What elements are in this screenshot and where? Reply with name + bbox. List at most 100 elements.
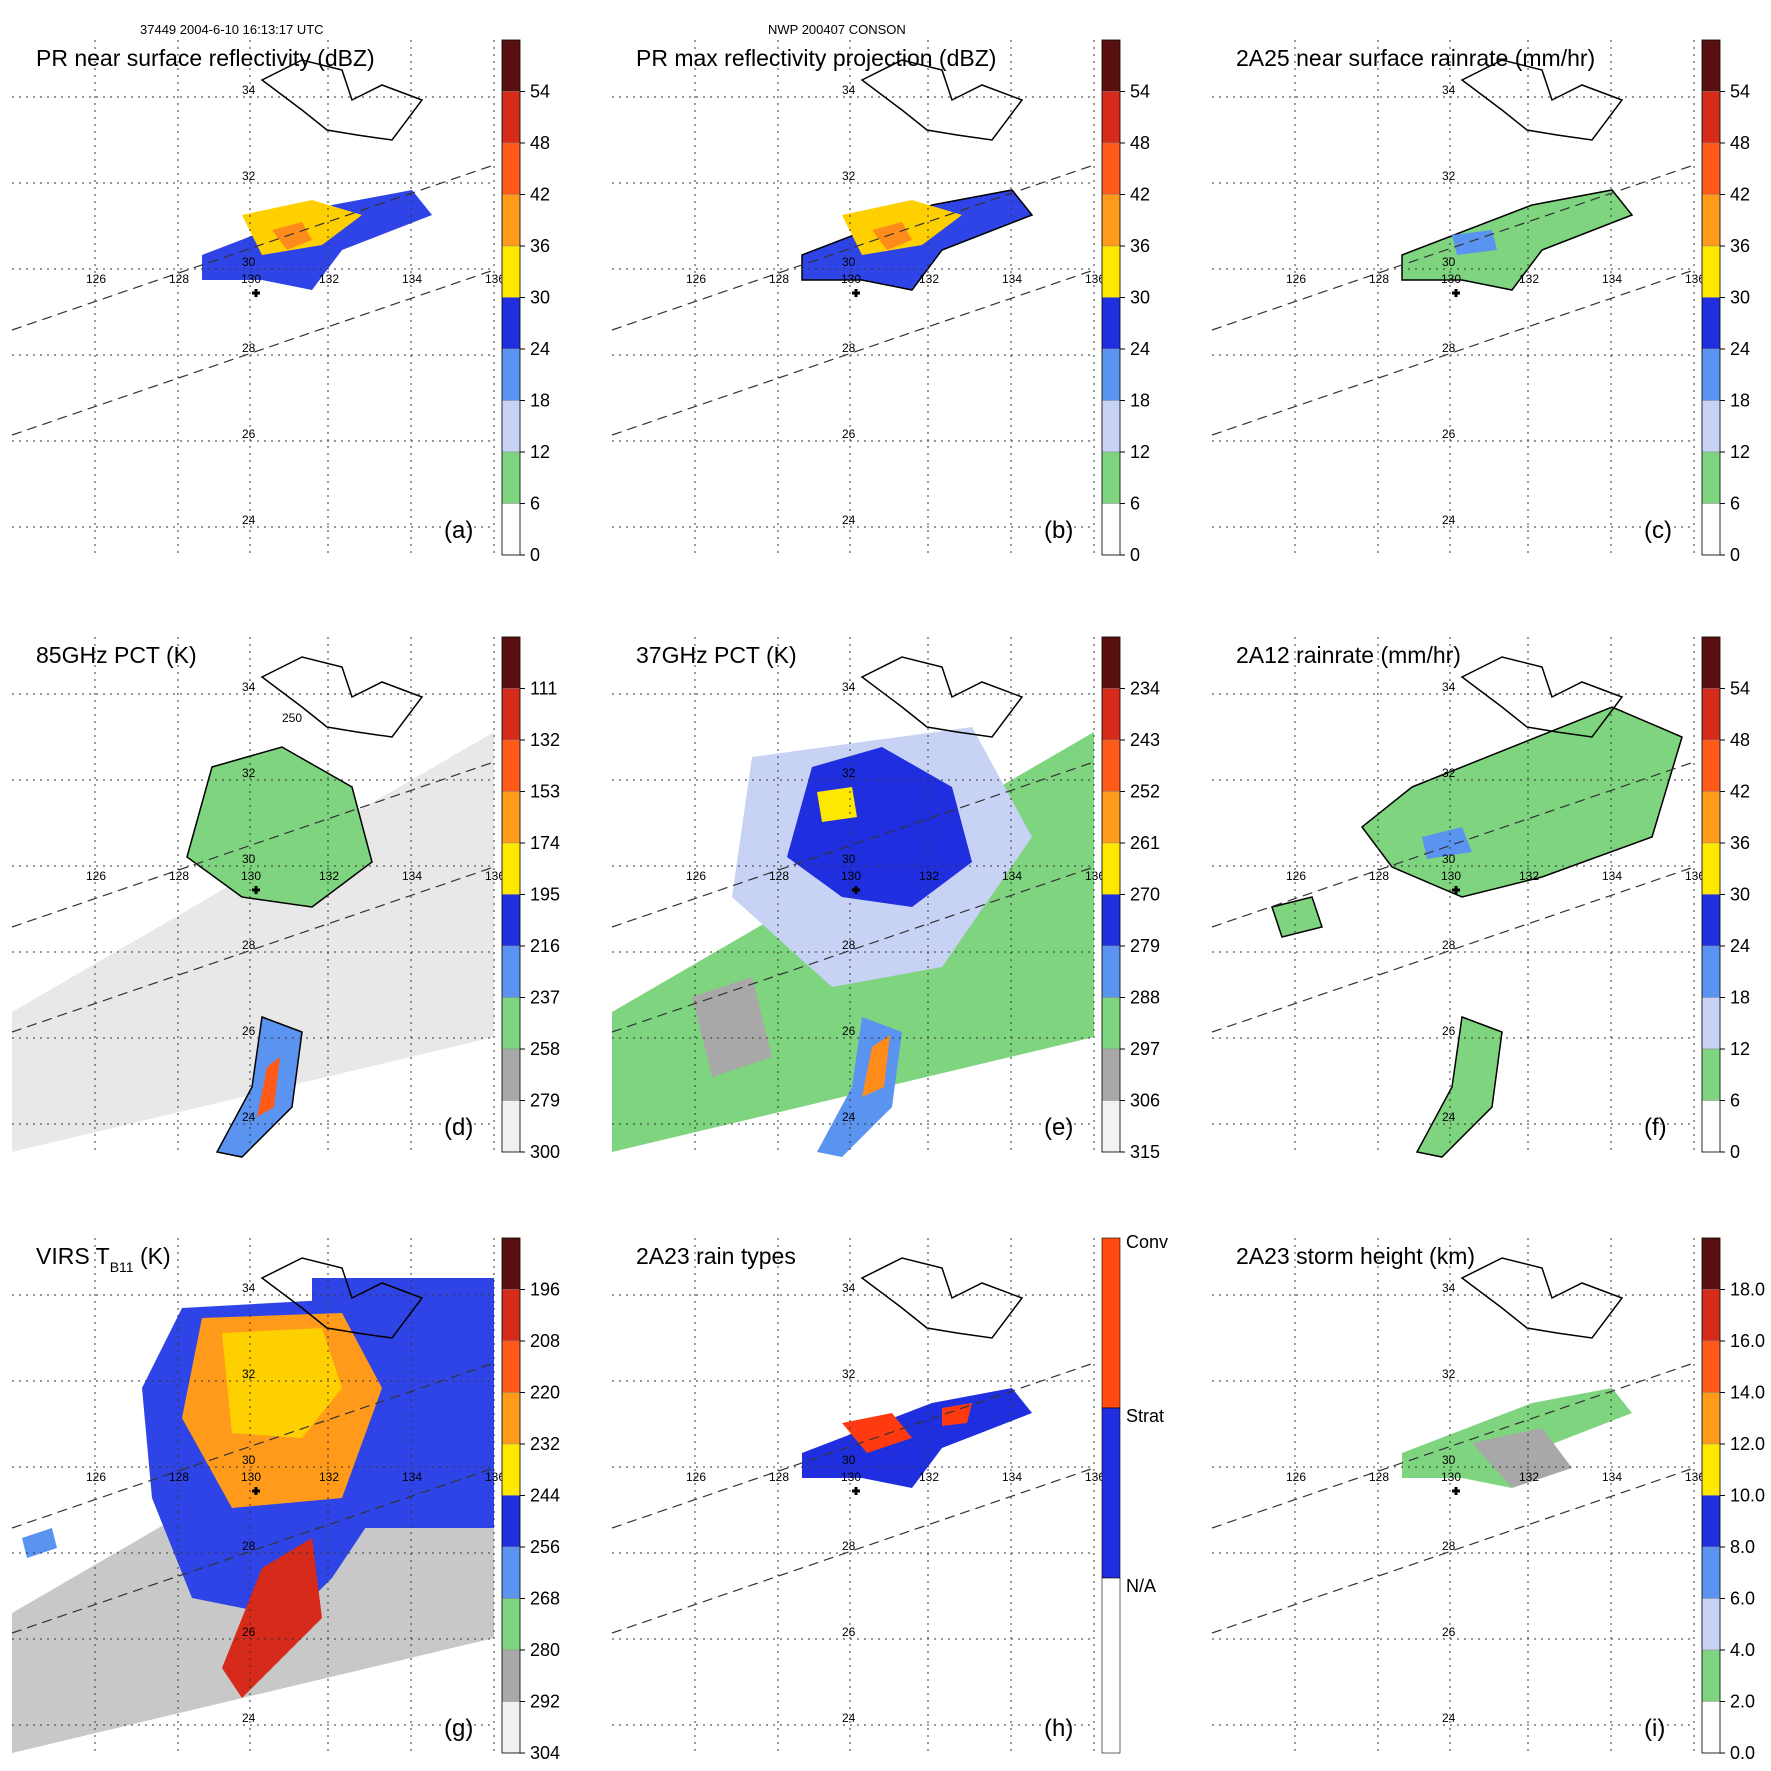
colorbar-block — [1701, 1237, 1721, 1290]
colorbar-tick-label: 174 — [530, 833, 560, 853]
lon-label: 132 — [1519, 1470, 1539, 1484]
colorbar-tick-label: 18 — [530, 391, 550, 411]
panel-title: 85GHz PCT (K) — [36, 642, 197, 668]
lat-label: 30 — [242, 255, 256, 269]
lat-label: 32 — [842, 1367, 856, 1381]
lat-label: 24 — [842, 1711, 856, 1725]
lat-label: 32 — [1442, 169, 1456, 183]
colorbar-tick-label: 12 — [1730, 1039, 1750, 1059]
colorbar-tick-label: 48 — [1130, 133, 1150, 153]
lon-label: 128 — [169, 272, 189, 286]
colorbar-tick-label: 16.0 — [1730, 1331, 1765, 1351]
swath-edge-d — [11, 866, 495, 1033]
lat-label: 34 — [842, 1281, 856, 1295]
colorbar-block — [1701, 297, 1721, 350]
storm-center-marker — [852, 1487, 860, 1495]
panel-title: 2A23 rain types — [636, 1243, 796, 1269]
panel-title: PR near surface reflectivity (dBZ) — [36, 45, 375, 71]
colorbar-block — [501, 636, 521, 689]
colorbar-block — [1701, 503, 1721, 556]
lon-label: 130 — [841, 272, 861, 286]
storm-center-marker — [252, 289, 260, 297]
colorbar-block — [501, 400, 521, 453]
lat-label: 34 — [242, 680, 256, 694]
colorbar-tick-label: 6 — [1730, 1091, 1740, 1111]
colorbar-block — [501, 1237, 521, 1290]
lat-label: 32 — [242, 1367, 256, 1381]
colorbar-i: 18.0 16.0 14.0 12.0 10.0 8.0 6.0 4.0 2.0 0.0 — [1701, 1237, 1765, 1763]
lon-label: 130 — [841, 1470, 861, 1484]
lat-label: 24 — [842, 1110, 856, 1124]
swath-edge-f — [1211, 761, 1695, 928]
colorbar-block — [1701, 791, 1721, 844]
lat-label: 34 — [242, 83, 256, 97]
lat-label: 30 — [842, 255, 856, 269]
storm-center-marker — [852, 289, 860, 297]
lon-label: 134 — [1002, 1470, 1022, 1484]
lon-label: 134 — [1602, 869, 1622, 883]
lat-label: 26 — [842, 427, 856, 441]
lon-label: 132 — [919, 869, 939, 883]
colorbar-block — [1101, 739, 1121, 792]
lon-label: 130 — [1441, 869, 1461, 883]
swath-edge-e — [611, 761, 1095, 928]
colorbar-tick-label: 292 — [530, 1692, 560, 1712]
lat-label: 24 — [242, 1110, 256, 1124]
swath-edge-d — [11, 761, 495, 928]
colorbar-tick-label: 48 — [530, 133, 550, 153]
colorbar-block — [1101, 503, 1121, 556]
colorbar-tick-label: 42 — [1730, 185, 1750, 205]
colorbar-block — [501, 142, 521, 195]
swath-edge-b — [611, 269, 1095, 436]
panel-d-field: 250 — [12, 711, 494, 1158]
lon-label: 132 — [919, 272, 939, 286]
colorbar-block — [501, 451, 521, 504]
colorbar-tick-label: 18.0 — [1730, 1280, 1765, 1300]
lat-label: 24 — [1442, 513, 1456, 527]
lon-label: 126 — [86, 869, 106, 883]
lat-label: 26 — [1442, 1625, 1456, 1639]
colorbar-block — [1701, 1649, 1721, 1702]
colorbar-tick-label: 12 — [530, 442, 550, 462]
colorbar-block — [501, 91, 521, 144]
colorbar-tick-label: 196 — [530, 1280, 560, 1300]
swath-edge-c — [1211, 269, 1695, 436]
colorbar-tick-label: 42 — [530, 185, 550, 205]
colorbar-tick-label: 12.0 — [1730, 1434, 1765, 1454]
lat-label: 34 — [842, 83, 856, 97]
swath-edge-f — [1211, 866, 1695, 1033]
colorbar-block — [501, 1289, 521, 1342]
coastline-a — [260, 59, 424, 141]
lon-label: 134 — [1602, 1470, 1622, 1484]
panel-label: (g) — [444, 1715, 473, 1742]
colorbar-tick-label: 30 — [530, 288, 550, 308]
colorbar-tick-label: 297 — [1130, 1039, 1160, 1059]
colorbar-block — [501, 1100, 521, 1153]
lon-label: 132 — [319, 1470, 339, 1484]
lon-label: 134 — [402, 272, 422, 286]
coastline-e — [860, 656, 1024, 738]
coastline-c — [1460, 59, 1624, 141]
colorbar-block — [1701, 1340, 1721, 1393]
colorbar-tick-label: 220 — [530, 1383, 560, 1403]
colorbar-tick-label: 36 — [1130, 236, 1150, 256]
panel-label: (i) — [1644, 1715, 1665, 1742]
storm-center-marker — [1452, 1487, 1460, 1495]
lon-label: 128 — [769, 869, 789, 883]
panel-title: PR max reflectivity projection (dBZ) — [636, 45, 996, 71]
lon-label: 136 — [1685, 869, 1705, 883]
colorbar-block — [501, 842, 521, 895]
swath-edge-a — [11, 164, 495, 331]
lat-label: 30 — [1442, 1453, 1456, 1467]
colorbar-block — [1701, 91, 1721, 144]
colorbar-block — [501, 503, 521, 556]
panel-label: (f) — [1644, 1114, 1667, 1141]
colorbar-tick-label: 12 — [1130, 442, 1150, 462]
colorbar-block — [1701, 1546, 1721, 1599]
lon-label: 132 — [319, 869, 339, 883]
panel-h-field — [802, 1388, 1032, 1488]
colorbar-tick-label: 36 — [1730, 236, 1750, 256]
colorbar-block — [501, 1340, 521, 1393]
colorbar-block — [1101, 297, 1121, 350]
colorbar-tick-label: 256 — [530, 1537, 560, 1557]
